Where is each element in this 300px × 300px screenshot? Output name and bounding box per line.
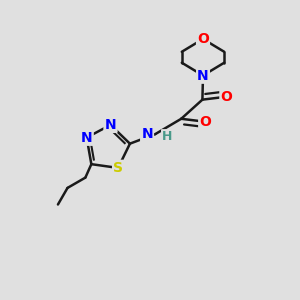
- Text: S: S: [113, 161, 123, 175]
- Text: N: N: [105, 118, 116, 132]
- Text: N: N: [105, 118, 116, 132]
- Text: S: S: [113, 161, 123, 175]
- Text: N: N: [197, 68, 209, 83]
- Text: O: O: [220, 90, 232, 104]
- Text: O: O: [200, 115, 211, 129]
- Text: O: O: [220, 90, 232, 104]
- Text: N: N: [141, 127, 153, 141]
- Text: O: O: [197, 32, 209, 46]
- Text: O: O: [200, 115, 211, 129]
- Text: H: H: [162, 130, 172, 143]
- Text: N: N: [141, 127, 153, 141]
- Text: N: N: [81, 130, 92, 145]
- Text: O: O: [197, 32, 209, 46]
- Text: N: N: [81, 130, 92, 145]
- Text: N: N: [197, 68, 209, 83]
- Text: H: H: [162, 130, 172, 143]
